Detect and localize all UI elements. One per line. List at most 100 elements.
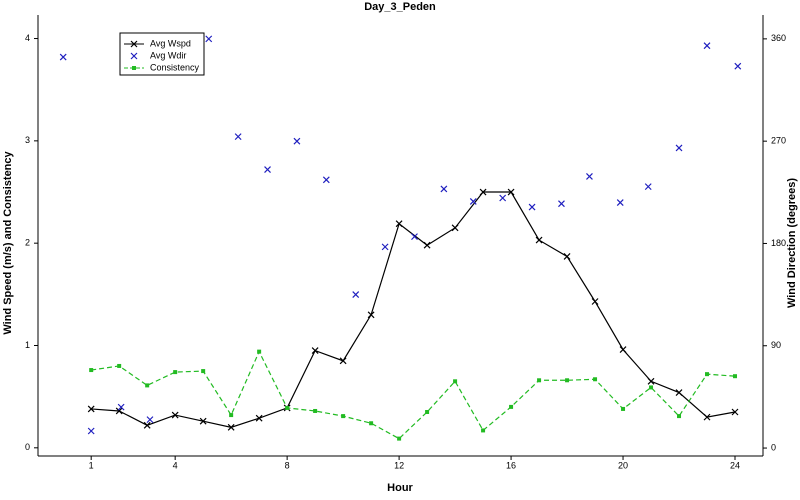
point <box>644 183 652 191</box>
point <box>619 346 627 354</box>
point <box>59 53 67 61</box>
y-tick-label: 4 <box>25 33 30 43</box>
point <box>440 185 448 193</box>
y-tick-label: 3 <box>25 135 30 145</box>
series-line <box>91 191 736 428</box>
point <box>479 188 487 196</box>
point <box>264 166 271 174</box>
point <box>705 372 710 377</box>
legend-marker <box>130 52 138 60</box>
point <box>481 428 486 433</box>
point <box>469 197 477 205</box>
y2-tick-label: 360 <box>771 33 786 43</box>
series-line <box>91 350 736 440</box>
point <box>201 369 206 374</box>
point <box>255 414 263 422</box>
x-tick-label: 4 <box>173 460 178 470</box>
point <box>369 421 374 426</box>
point <box>507 188 515 196</box>
point <box>563 253 571 260</box>
x-axis-label: Hour <box>387 482 413 494</box>
point <box>117 403 125 411</box>
y2-tick-label: 0 <box>771 442 776 452</box>
point <box>731 408 739 416</box>
point <box>145 383 150 388</box>
point <box>621 406 626 411</box>
point <box>395 220 403 228</box>
y2-tick-label: 180 <box>771 238 786 248</box>
point <box>117 363 122 368</box>
point <box>234 133 242 141</box>
x-tick-label: 20 <box>618 460 628 470</box>
y-tick-label: 0 <box>25 442 30 452</box>
point <box>586 172 593 180</box>
point <box>423 241 431 249</box>
y-axis-label: Wind Speed (m/s) and Consistency <box>2 150 14 334</box>
point <box>285 405 290 410</box>
point <box>381 243 389 251</box>
x-tick-label: 1 <box>89 460 94 470</box>
point <box>528 203 536 211</box>
point <box>535 236 543 244</box>
point <box>89 368 94 373</box>
point <box>341 414 346 419</box>
legend-label: Avg Wspd <box>150 38 191 48</box>
point <box>339 357 347 365</box>
point <box>87 405 95 413</box>
y-tick-label: 2 <box>25 238 30 248</box>
point <box>257 349 262 354</box>
point <box>647 377 655 385</box>
chart-title: Day_3_Peden <box>364 1 436 13</box>
point <box>425 410 430 415</box>
point <box>411 233 418 241</box>
point <box>675 144 683 152</box>
point <box>733 374 738 379</box>
y2-axis-label: Wind Direction (degrees) <box>786 178 798 308</box>
y2-tick-label: 90 <box>771 340 781 350</box>
x-tick-label: 16 <box>506 460 516 470</box>
point <box>703 42 711 50</box>
point <box>322 176 330 184</box>
point <box>352 291 360 299</box>
y2-tick-label: 270 <box>771 136 786 146</box>
point <box>173 370 178 375</box>
point <box>311 347 319 355</box>
point <box>146 416 154 424</box>
point <box>565 378 570 383</box>
point <box>703 413 711 421</box>
legend-label: Consistency <box>150 62 200 72</box>
legend-label: Avg Wdir <box>150 50 186 60</box>
point <box>499 194 507 202</box>
point <box>677 414 682 419</box>
point <box>115 407 123 415</box>
point <box>591 298 599 305</box>
point <box>397 436 402 441</box>
x-tick-label: 8 <box>285 460 290 470</box>
point <box>616 199 624 206</box>
point <box>229 413 234 418</box>
legend-marker <box>132 66 136 70</box>
point <box>675 389 683 396</box>
point <box>509 404 514 409</box>
point <box>171 411 179 419</box>
point <box>87 427 95 435</box>
point <box>143 421 151 429</box>
point <box>227 423 235 431</box>
point <box>649 385 654 390</box>
point <box>451 224 459 232</box>
point <box>313 408 318 413</box>
point <box>367 311 375 319</box>
x-tick-label: 12 <box>394 460 404 470</box>
point <box>205 35 213 43</box>
point <box>293 137 301 145</box>
point <box>558 200 565 208</box>
point <box>734 62 742 70</box>
point <box>593 377 598 382</box>
point <box>453 379 458 384</box>
x-tick-label: 24 <box>730 460 740 470</box>
point <box>199 417 207 425</box>
point <box>537 378 542 383</box>
legend-marker <box>130 40 138 48</box>
y-tick-label: 1 <box>25 340 30 350</box>
